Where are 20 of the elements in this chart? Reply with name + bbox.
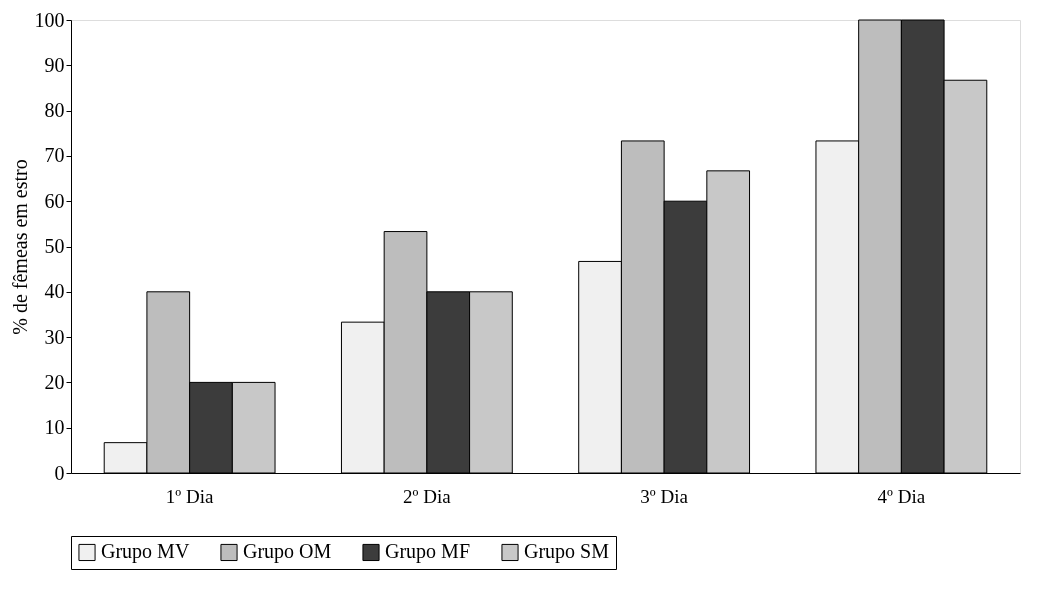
legend-label: Grupo MV — [101, 540, 190, 564]
y-tick-label: 30 — [44, 325, 65, 348]
y-tick-label: 40 — [44, 280, 65, 303]
y-tick-label: 100 — [34, 8, 65, 31]
legend-label: Grupo SM — [524, 540, 610, 564]
y-tick-label: 90 — [44, 53, 65, 76]
y-tick-label: 60 — [44, 189, 65, 212]
x-tick-label: 2º Dia — [403, 485, 452, 507]
legend-label: Grupo MF — [385, 540, 471, 564]
legend-label: Grupo OM — [243, 540, 332, 564]
x-tick-label: 4º Dia — [877, 485, 926, 507]
y-axis-title: % de fêmeas em estro — [8, 159, 31, 335]
y-tick-label: 70 — [44, 144, 65, 167]
x-tick-label: 3º Dia — [640, 485, 689, 507]
x-tick-label: 1º Dia — [165, 485, 214, 507]
y-tick-label: 0 — [54, 461, 65, 484]
y-tick-label: 10 — [44, 416, 65, 439]
y-tick-label: 50 — [44, 235, 65, 257]
y-tick-label: 20 — [44, 370, 65, 393]
y-tick-label: 80 — [44, 99, 65, 122]
